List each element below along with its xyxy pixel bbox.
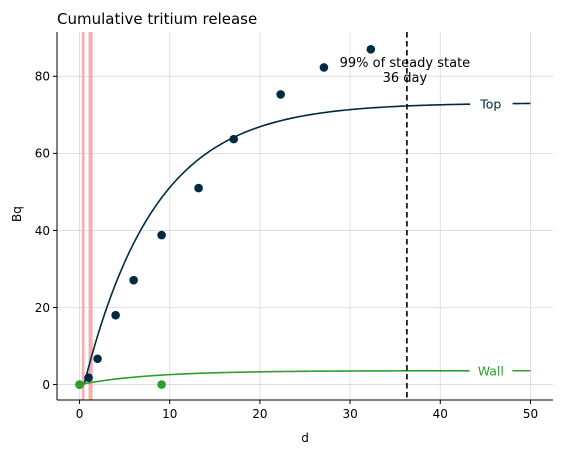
data-point bbox=[93, 354, 102, 364]
annotation-text: 99% of steady state bbox=[340, 56, 471, 71]
y-axis-label: Bq bbox=[10, 206, 24, 222]
annotation-text: 36 day bbox=[383, 71, 428, 86]
data-point bbox=[366, 45, 376, 54]
x-tick-label: 50 bbox=[523, 407, 538, 421]
data-point bbox=[276, 90, 285, 99]
x-tick-label: 10 bbox=[162, 407, 177, 421]
data-point bbox=[157, 380, 166, 389]
y-tick-label: 60 bbox=[35, 147, 50, 161]
x-tick-label: 0 bbox=[76, 407, 84, 421]
highlight-band bbox=[88, 32, 93, 400]
x-tick-label: 20 bbox=[252, 407, 267, 421]
data-point bbox=[229, 134, 239, 144]
data-point bbox=[75, 380, 84, 389]
x-axis-label: d bbox=[301, 431, 309, 445]
data-point bbox=[157, 230, 166, 240]
data-point bbox=[194, 183, 203, 193]
data-point bbox=[129, 275, 138, 285]
series-line-wall bbox=[79, 369, 531, 386]
x-tick-label: 40 bbox=[433, 407, 448, 421]
y-tick-label: 80 bbox=[35, 70, 50, 84]
highlight-band bbox=[81, 32, 85, 400]
chart-title: Cumulative tritium release bbox=[57, 10, 257, 28]
x-tick-label: 30 bbox=[342, 407, 357, 421]
data-point bbox=[84, 373, 93, 382]
series-label-top: Top bbox=[479, 96, 501, 111]
y-tick-label: 0 bbox=[42, 378, 50, 392]
series-line-top bbox=[83, 102, 531, 385]
series-label-wall: Wall bbox=[478, 363, 504, 378]
data-point bbox=[319, 63, 329, 72]
data-point bbox=[111, 310, 120, 320]
y-tick-label: 20 bbox=[35, 301, 50, 315]
y-tick-label: 40 bbox=[35, 224, 50, 238]
